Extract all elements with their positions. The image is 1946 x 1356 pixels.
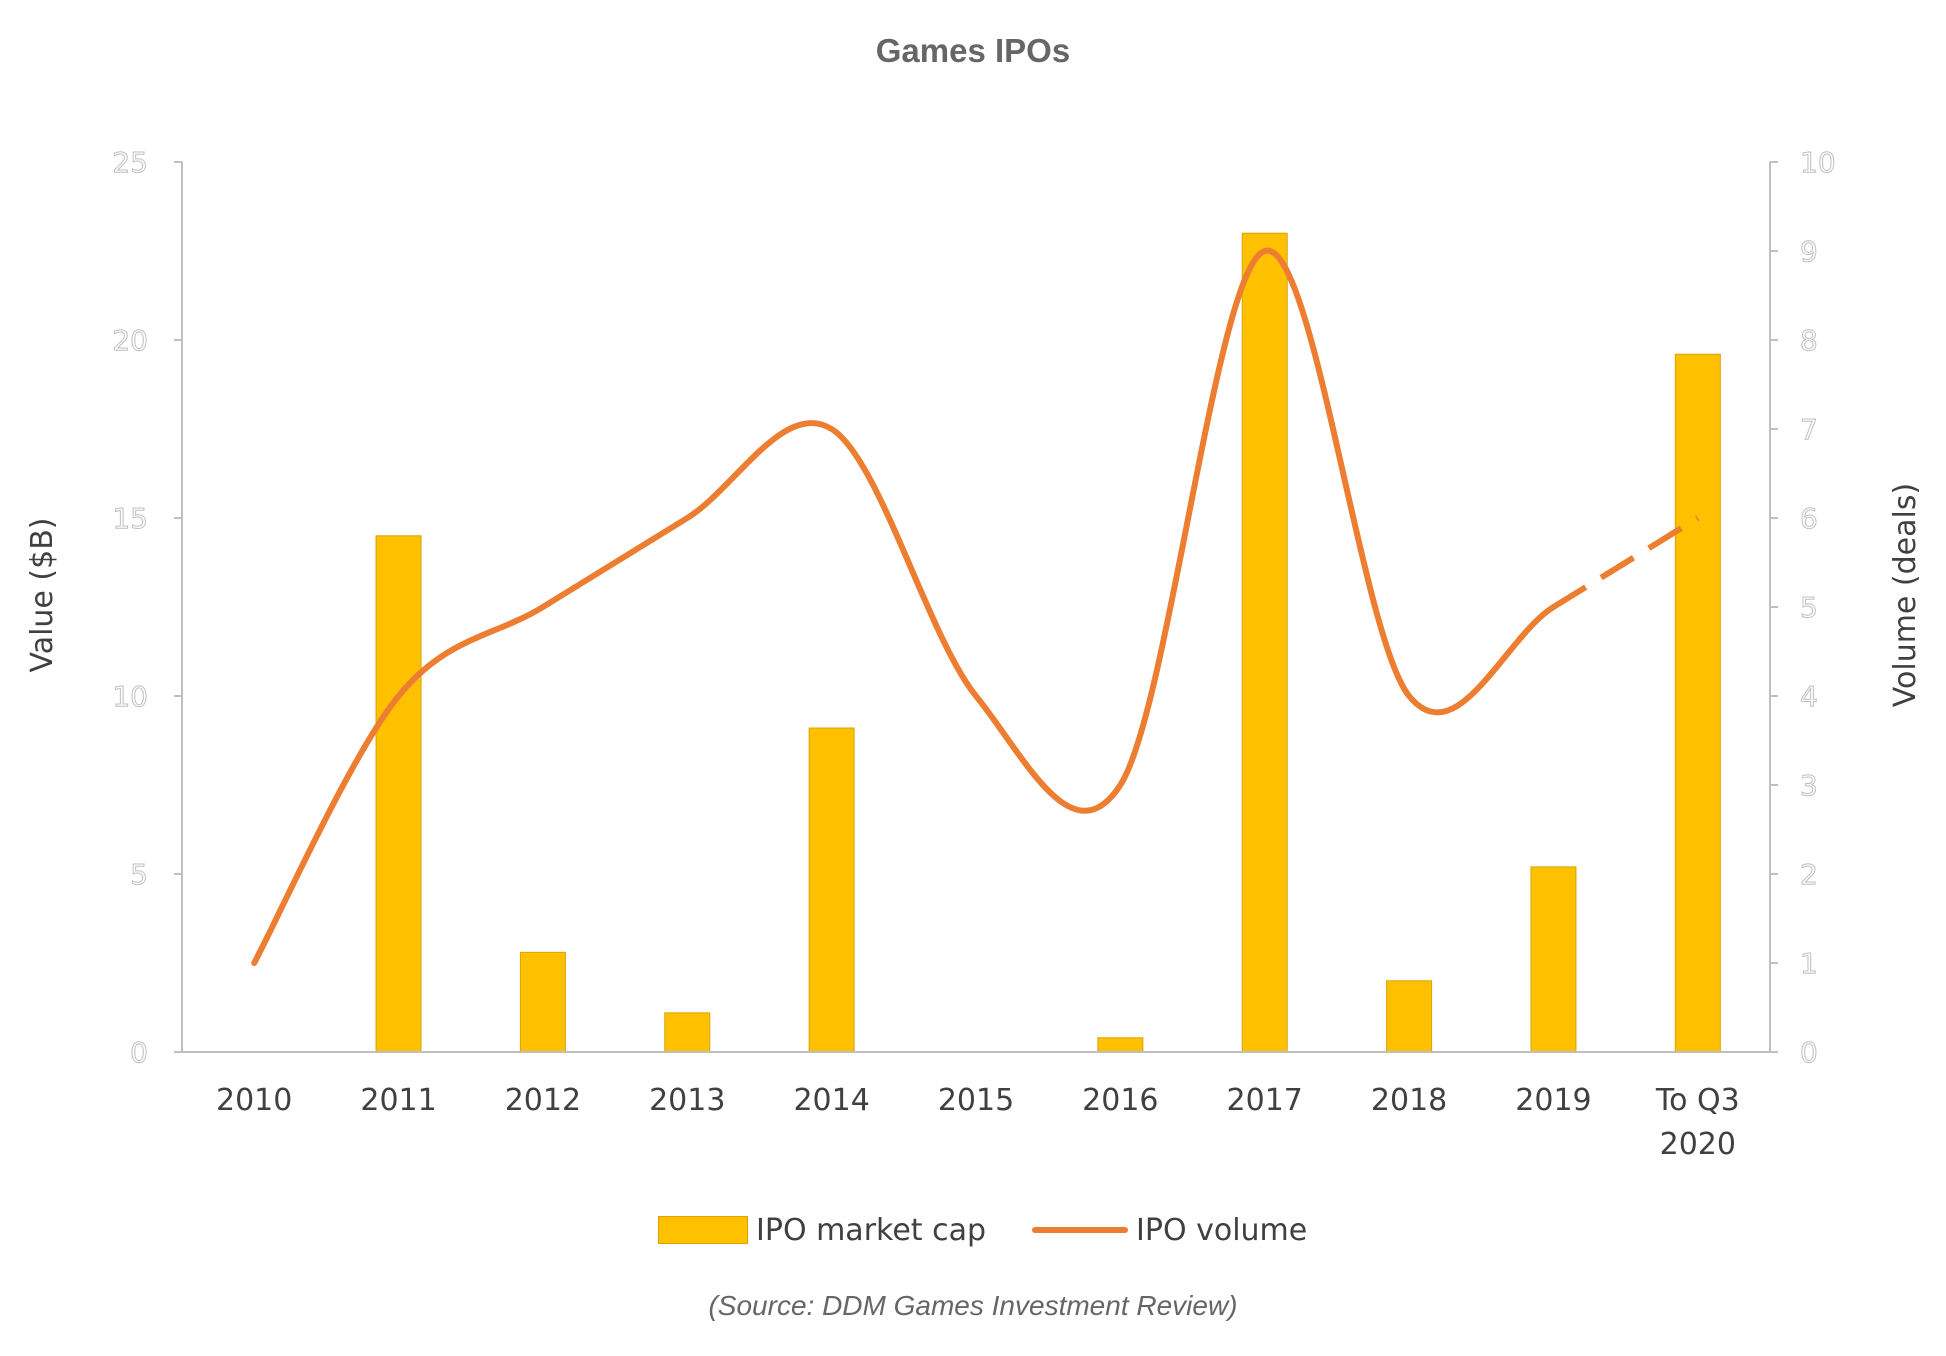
x-tick-label: 2010 — [216, 1083, 292, 1118]
bar-10 — [1674, 353, 1721, 1053]
x-tick-label: 2016 — [1082, 1083, 1158, 1118]
x-tick-label: 2020 — [1660, 1127, 1736, 1162]
y-left-tick-label: 5 — [130, 858, 148, 891]
x-tick-label: 2015 — [938, 1083, 1014, 1118]
x-tick-label: To Q3 — [1655, 1083, 1740, 1118]
legend-line-swatch — [1032, 1227, 1128, 1233]
y-axis-right-label: Volume (deals) — [1888, 483, 1923, 707]
line-dashed — [1551, 515, 1700, 610]
tick-labels: 0 5 10 15 20 25 0 1 2 3 4 5 6 7 8 9 10 2010 2011 2012 2013 20… — [112, 146, 1836, 1163]
y-right-tick-label: 7 — [1800, 413, 1818, 446]
y-right-tick-label: 4 — [1800, 680, 1818, 713]
y-left-tick-label: 20 — [112, 324, 148, 357]
bar-9 — [1530, 866, 1577, 1053]
source-note: (Source: DDM Games Investment Review) — [708, 1290, 1238, 1321]
y-right-tick-label: 0 — [1800, 1036, 1818, 1069]
bar-4 — [808, 727, 855, 1053]
axes — [174, 161, 1778, 1053]
y-left-tick-label: 15 — [112, 502, 148, 535]
y-right-tick-label: 2 — [1800, 858, 1818, 891]
x-tick-label: 2011 — [360, 1083, 436, 1118]
bar-1 — [375, 535, 422, 1053]
bar-series — [375, 232, 1721, 1053]
x-tick-label: 2017 — [1227, 1083, 1303, 1118]
line-series — [251, 247, 1700, 966]
y-right-tick-label: 9 — [1800, 235, 1818, 268]
bar-2 — [519, 951, 566, 1053]
legend-item-volume: IPO volume — [1032, 1210, 1307, 1250]
legend-bar-swatch — [658, 1216, 748, 1244]
legend-label-market-cap: IPO market cap — [756, 1212, 987, 1248]
y-axis-left-label: Value ($B) — [25, 518, 60, 673]
bar-6 — [1097, 1037, 1144, 1053]
legend-item-market-cap: IPO market cap — [658, 1210, 986, 1250]
x-tick-label: 2014 — [793, 1083, 869, 1118]
bar-7 — [1241, 232, 1288, 1053]
y-right-tick-label: 1 — [1800, 947, 1818, 980]
y-left-tick-label: 0 — [130, 1036, 148, 1069]
legend-label-volume: IPO volume — [1136, 1212, 1308, 1248]
y-right-tick-label: 10 — [1800, 146, 1836, 179]
x-tick-label: 2012 — [505, 1083, 581, 1118]
y-right-tick-label: 5 — [1800, 591, 1818, 624]
x-tick-label: 2018 — [1371, 1083, 1447, 1118]
y-left-tick-label: 10 — [112, 680, 148, 713]
y-left-tick-label: 25 — [112, 146, 148, 179]
bar-3 — [664, 1012, 711, 1053]
y-right-tick-label: 3 — [1800, 769, 1818, 802]
x-tick-label: 2019 — [1515, 1083, 1591, 1118]
line-solid — [251, 247, 1557, 966]
bar-8 — [1386, 980, 1433, 1053]
y-right-tick-label: 6 — [1800, 502, 1818, 535]
chart-title: Games IPOs — [875, 32, 1071, 69]
x-tick-label: 2013 — [649, 1083, 725, 1118]
y-right-tick-label: 8 — [1800, 324, 1818, 357]
